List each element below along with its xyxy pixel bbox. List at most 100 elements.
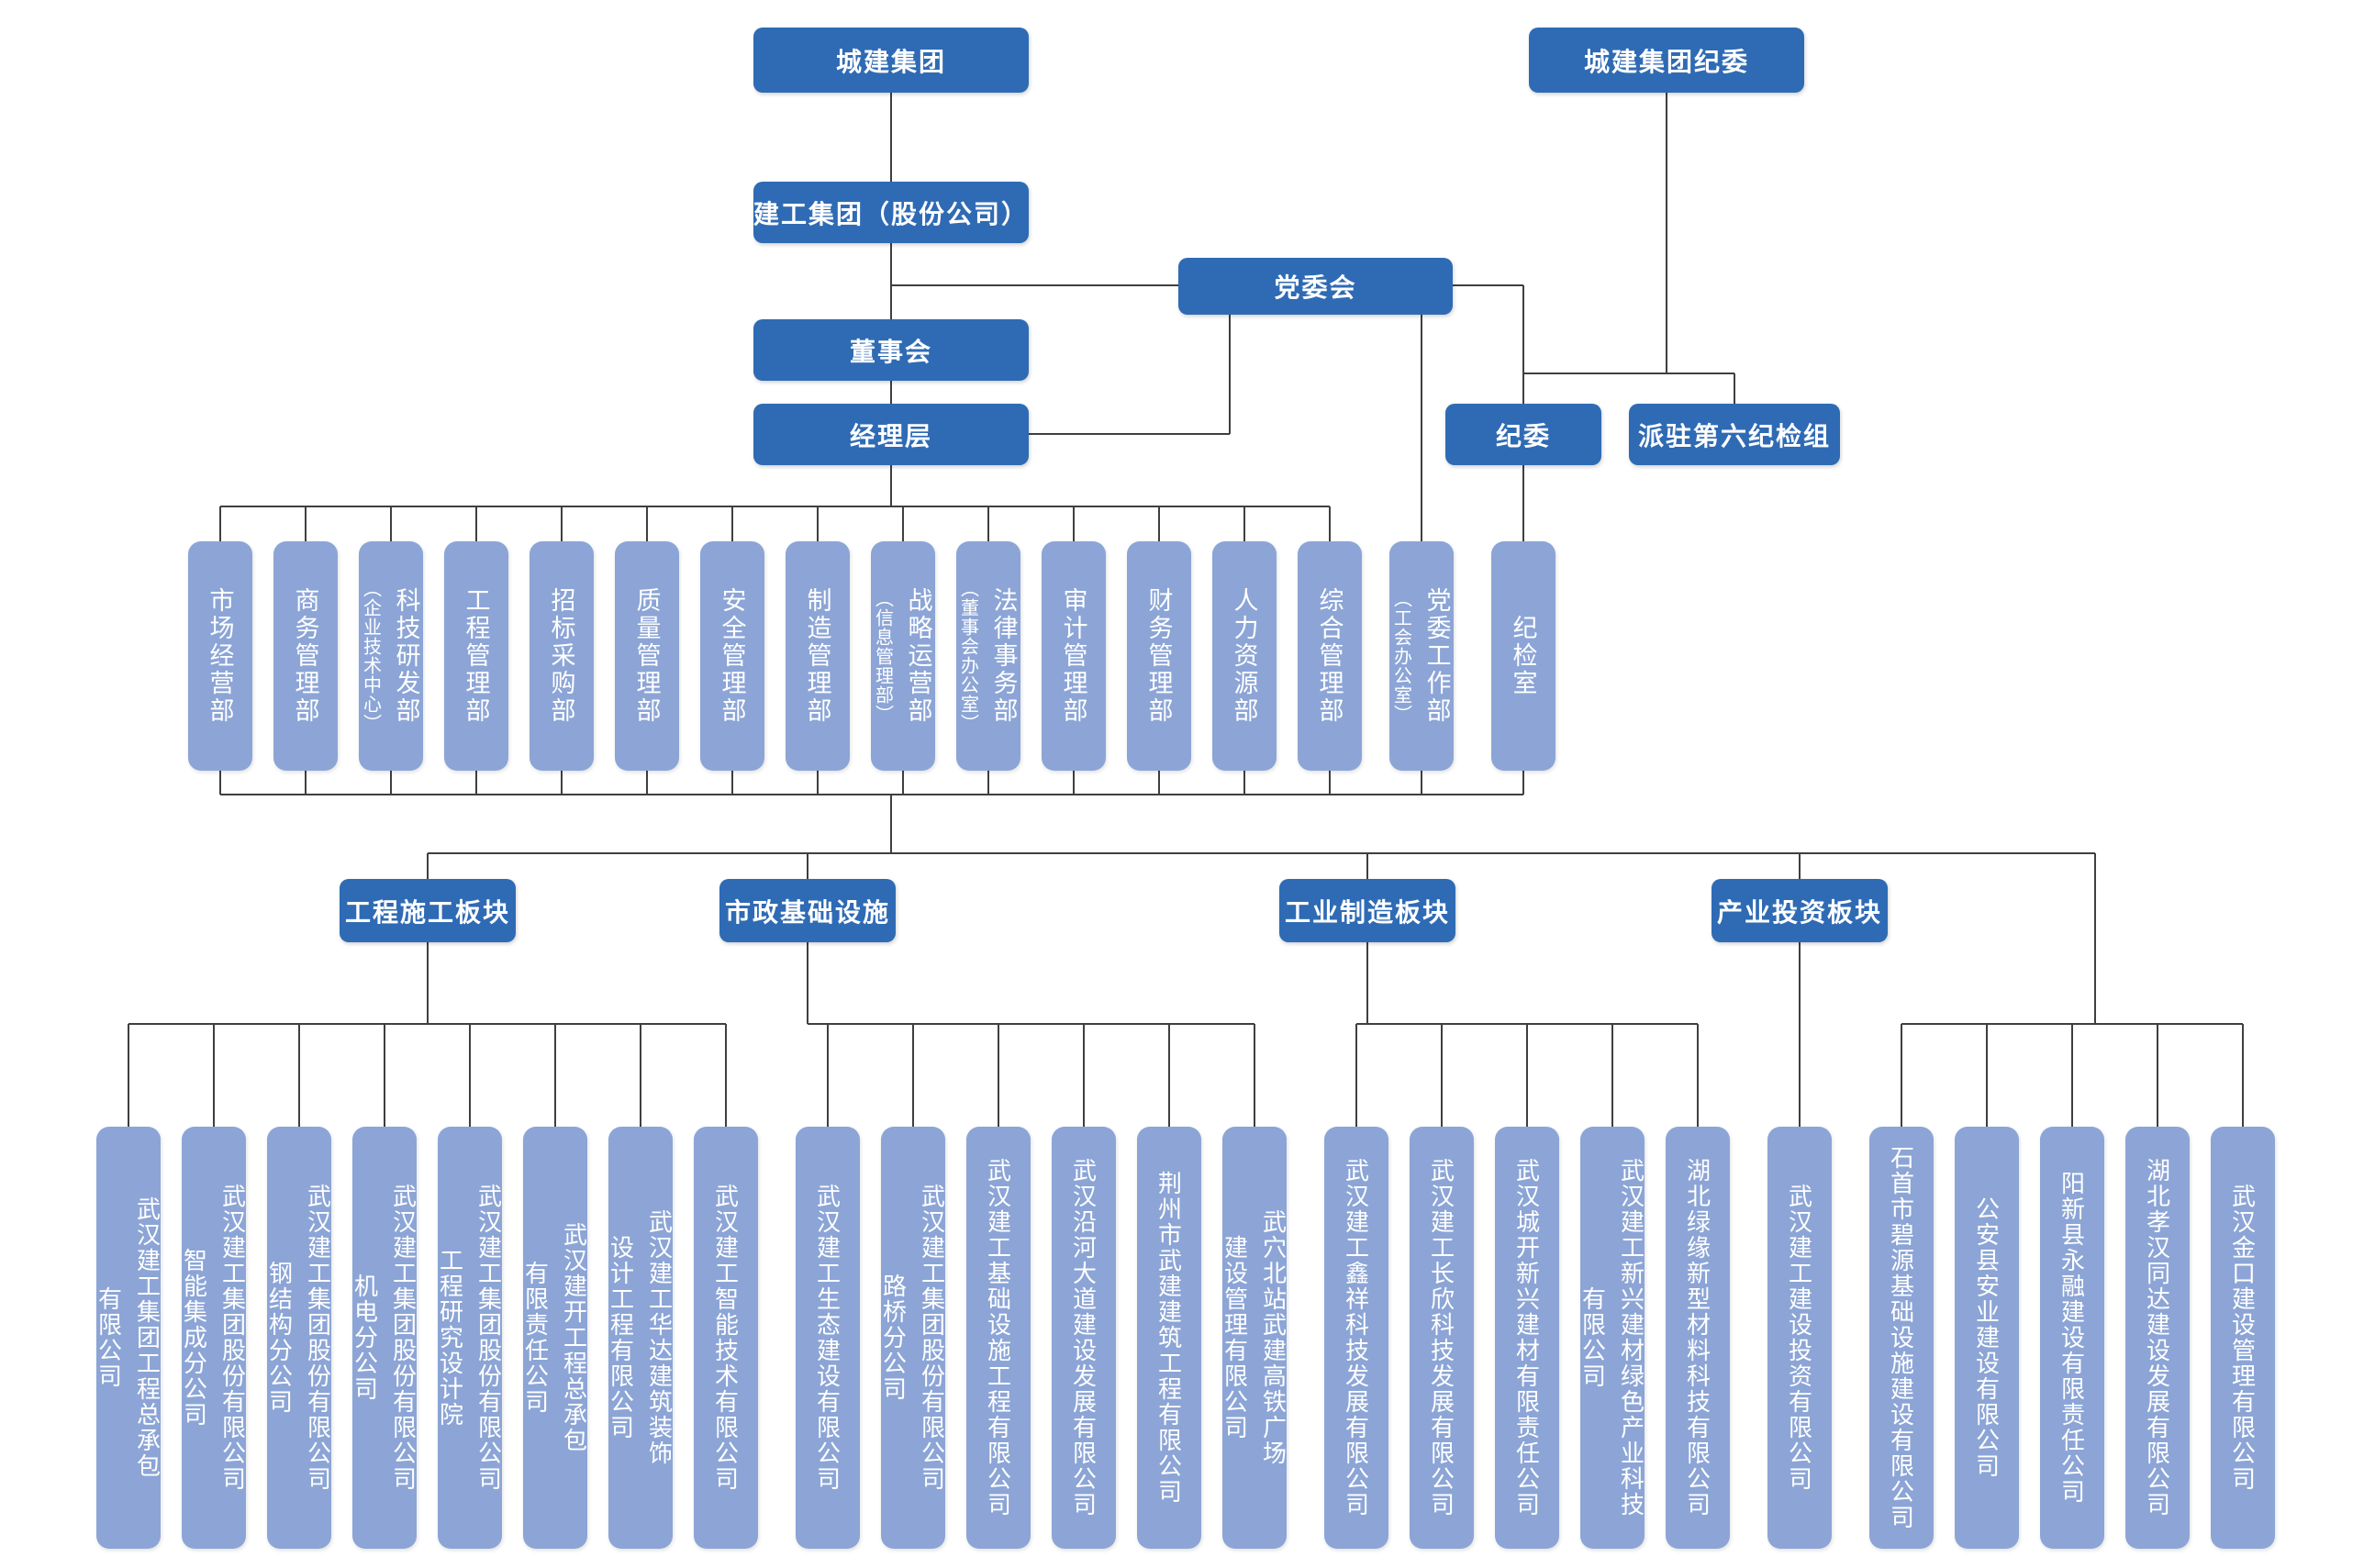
segment-label: 工业制造板块 xyxy=(1284,897,1450,927)
company-column: 公安县安业建设有限公司 xyxy=(1955,1127,2019,1549)
company-column: 武汉建工智能技术有限公司 xyxy=(694,1127,758,1549)
company-column: 武汉建工基础设施工程有限公司 xyxy=(966,1127,1031,1549)
department-column: 审计管理部 xyxy=(1042,541,1106,771)
department-label: 安全管理部 xyxy=(718,587,746,725)
company-column: 阳新县永融建设有限责任公司 xyxy=(2040,1127,2104,1549)
department-label: 商务管理部 xyxy=(291,587,319,725)
department-label: 党委工作部 xyxy=(1422,587,1451,725)
company-column: 武汉建开工程总承包 有限责任公司 xyxy=(522,1127,588,1549)
department-column: 战略运营部 （信息管理部） xyxy=(871,541,935,771)
company-column: 武汉沿河大道建设发展有限公司 xyxy=(1052,1127,1116,1549)
company-label: 武汉建工鑫祥科技发展有限公司 xyxy=(1342,1158,1370,1518)
department-label: 制造管理部 xyxy=(803,587,831,725)
company-column: 武汉建工集团股份有限公司 工程研究设计院 xyxy=(437,1127,503,1549)
company-label: 建设管理有限公司 xyxy=(1221,1235,1249,1440)
segment-label: 产业投资板块 xyxy=(1716,897,1882,927)
department-column: 党委工作部 （工会办公室） xyxy=(1389,541,1454,771)
company-column: 武汉建工鑫祥科技发展有限公司 xyxy=(1324,1127,1388,1549)
company-label: 钢结构分公司 xyxy=(265,1261,294,1415)
department-label: 法律事务部 xyxy=(989,587,1018,725)
node-sixth-inspection-team: 派驻第六纪检组 xyxy=(1629,404,1840,465)
company-label: 武汉建工华达建筑装饰 xyxy=(645,1209,674,1466)
department-sub-label: （董事会办公室） xyxy=(957,579,978,733)
department-column: 招标采购部 xyxy=(530,541,594,771)
department-column: 法律事务部 （董事会办公室） xyxy=(956,541,1020,771)
department-label: 审计管理部 xyxy=(1059,587,1087,725)
company-label: 武汉建工集团股份有限公司 xyxy=(918,1184,946,1492)
company-label: 武汉城开新兴建材有限责任公司 xyxy=(1512,1158,1541,1518)
department-column: 商务管理部 xyxy=(273,541,338,771)
company-column: 湖北绿缘新型材料科技有限公司 xyxy=(1666,1127,1730,1549)
company-label: 武汉建工基础设施工程有限公司 xyxy=(984,1158,1012,1518)
department-label: 战略运营部 xyxy=(904,587,932,725)
department-column: 综合管理部 xyxy=(1298,541,1362,771)
node-label: 纪委 xyxy=(1495,421,1551,450)
company-column: 武汉建工生态建设有限公司 xyxy=(796,1127,860,1549)
node-discipline-committee: 纪委 xyxy=(1445,404,1601,465)
department-column: 制造管理部 xyxy=(786,541,850,771)
node-management-layer: 经理层 xyxy=(753,404,1029,465)
department-column: 质量管理部 xyxy=(615,541,679,771)
department-column: 人力资源部 xyxy=(1212,541,1277,771)
node-label: 城建集团纪委 xyxy=(1583,47,1749,76)
company-label: 武汉建工集团股份有限公司 xyxy=(389,1184,418,1492)
company-label: 武汉建工生态建设有限公司 xyxy=(813,1184,842,1492)
company-label: 武汉建工新兴建材绿色产业科技 xyxy=(1617,1158,1645,1518)
department-label: 市场经营部 xyxy=(206,587,234,725)
department-sub-label: （工会办公室） xyxy=(1390,588,1411,724)
company-label: 武汉建工集团股份有限公司 xyxy=(304,1184,332,1492)
company-label: 有限公司 xyxy=(95,1286,123,1389)
company-label: 路桥分公司 xyxy=(879,1273,908,1402)
company-label: 武汉建工集团股份有限公司 xyxy=(218,1184,247,1492)
segment-box-construction: 工程施工板块 xyxy=(340,879,516,942)
node-label: 建工集团（股份公司） xyxy=(753,199,1030,228)
company-column: 武汉建工集团股份有限公司 路桥分公司 xyxy=(880,1127,946,1549)
node-chengjian-group-discipline-committee: 城建集团纪委 xyxy=(1529,28,1804,93)
company-column: 武汉建工集团股份有限公司 钢结构分公司 xyxy=(266,1127,332,1549)
company-column: 武汉城开新兴建材有限责任公司 xyxy=(1495,1127,1559,1549)
company-column: 武汉建工集团股份有限公司 机电分公司 xyxy=(351,1127,418,1549)
department-label: 财务管理部 xyxy=(1144,587,1173,725)
segment-label: 市政基础设施 xyxy=(724,897,890,927)
node-label: 派驻第六纪检组 xyxy=(1637,421,1831,450)
segment-box-industry-investment: 产业投资板块 xyxy=(1712,879,1888,942)
department-column: 工程管理部 xyxy=(444,541,508,771)
company-label: 机电分公司 xyxy=(351,1273,379,1402)
segment-box-municipal-infrastructure: 市政基础设施 xyxy=(719,879,896,942)
company-label: 武汉沿河大道建设发展有限公司 xyxy=(1069,1158,1098,1518)
department-column: 市场经营部 xyxy=(188,541,252,771)
department-label: 招标采购部 xyxy=(547,587,575,725)
department-label: 纪检室 xyxy=(1509,615,1537,697)
company-column: 武汉建工集团工程总承包 有限公司 xyxy=(95,1127,162,1549)
department-label: 工程管理部 xyxy=(462,587,490,725)
department-label: 科技研发部 xyxy=(392,587,420,725)
company-label: 阳新县永融建设有限责任公司 xyxy=(2057,1171,2086,1505)
department-sub-label: （企业技术中心） xyxy=(360,579,381,733)
company-label: 武穴北站武建高铁广场 xyxy=(1259,1209,1288,1466)
node-label: 董事会 xyxy=(849,337,932,366)
company-label: 武汉建工长欣科技发展有限公司 xyxy=(1427,1158,1455,1518)
company-label: 设计工程有限公司 xyxy=(607,1235,635,1440)
department-sub-label: （信息管理部） xyxy=(872,588,893,724)
company-column: 武汉建工建设投资有限公司 xyxy=(1767,1127,1832,1549)
node-label: 党委会 xyxy=(1274,273,1357,302)
company-column: 武汉建工华达建筑装饰 设计工程有限公司 xyxy=(607,1127,674,1549)
company-label: 武汉建工集团股份有限公司 xyxy=(474,1184,503,1492)
company-column: 武汉建工集团股份有限公司 智能集成分公司 xyxy=(181,1127,247,1549)
node-label: 经理层 xyxy=(849,421,932,450)
node-chengjian-group: 城建集团 xyxy=(753,28,1029,93)
company-label: 智能集成分公司 xyxy=(180,1248,208,1428)
company-label: 有限责任公司 xyxy=(521,1261,550,1415)
company-label: 武汉金口建设管理有限公司 xyxy=(2228,1184,2257,1492)
company-label: 湖北孝汉同达建设发展有限公司 xyxy=(2143,1158,2171,1518)
company-label: 石首市碧源基础设施建设有限公司 xyxy=(1887,1145,1915,1530)
node-party-committee: 党委会 xyxy=(1178,258,1453,315)
company-column: 武汉金口建设管理有限公司 xyxy=(2211,1127,2275,1549)
company-column: 武汉建工长欣科技发展有限公司 xyxy=(1410,1127,1474,1549)
department-label: 综合管理部 xyxy=(1315,587,1344,725)
company-column: 石首市碧源基础设施建设有限公司 xyxy=(1869,1127,1934,1549)
segment-label: 工程施工板块 xyxy=(344,897,510,927)
company-label: 公安县安业建设有限公司 xyxy=(1972,1196,2001,1479)
